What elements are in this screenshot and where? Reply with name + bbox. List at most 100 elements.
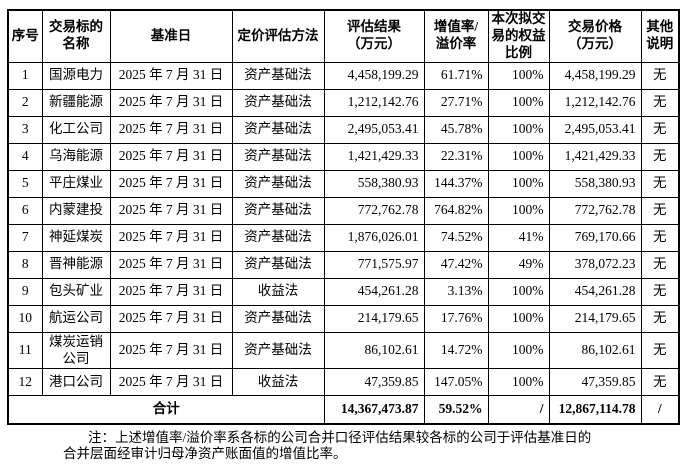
cell-appraisal-result: 1,421,429.33 — [323, 142, 425, 171]
cell-base-date: 2025 年 7 月 31 日 — [109, 304, 233, 333]
cell-base-date: 2025 年 7 月 31 日 — [109, 142, 233, 171]
cell-appraisal-result: 2,495,053.41 — [323, 115, 425, 144]
table-row: 10 航运公司 2025 年 7 月 31 日 资产基础法 214,179.65… — [7, 304, 680, 333]
header-other-note: 其他 说明 — [640, 9, 680, 63]
header-index: 序号 — [7, 9, 43, 63]
total-row: 合计 14,367,473.87 59.52% / 12,867,114.78 … — [7, 395, 680, 425]
cell-base-date: 2025 年 7 月 31 日 — [109, 368, 233, 397]
cell-equity-ratio: 41% — [487, 223, 550, 252]
cell-method: 资产基础法 — [231, 196, 325, 225]
cell-method: 资产基础法 — [231, 331, 325, 370]
cell-equity-ratio: 100% — [487, 196, 550, 225]
cell-other-note: 无 — [640, 88, 680, 117]
table-row: 2 新疆能源 2025 年 7 月 31 日 资产基础法 1,212,142.7… — [7, 88, 680, 117]
cell-premium-rate: 61.71% — [423, 61, 489, 90]
cell-base-date: 2025 年 7 月 31 日 — [109, 250, 233, 279]
cell-index: 6 — [7, 196, 43, 225]
cell-premium-rate: 22.31% — [423, 142, 489, 171]
total-premium-rate: 59.52% — [423, 395, 489, 425]
cell-other-note: 无 — [640, 61, 680, 90]
cell-method: 资产基础法 — [231, 88, 325, 117]
cell-premium-rate: 17.76% — [423, 304, 489, 333]
cell-other-note: 无 — [640, 115, 680, 144]
valuation-summary-table: 序号 交易标的 名称 基准日 定价评估方法 评估结果 （万元） 增值率/ 溢价率… — [7, 9, 680, 425]
cell-index: 10 — [7, 304, 43, 333]
cell-target-name: 航运公司 — [41, 304, 111, 333]
cell-method: 资产基础法 — [231, 61, 325, 90]
cell-index: 7 — [7, 223, 43, 252]
cell-trade-price: 1,421,429.33 — [548, 142, 642, 171]
header-equity-ratio: 本次拟交 易的权益 比例 — [487, 9, 550, 63]
cell-other-note: 无 — [640, 223, 680, 252]
header-row: 序号 交易标的 名称 基准日 定价评估方法 评估结果 （万元） 增值率/ 溢价率… — [7, 9, 680, 63]
cell-target-name: 国源电力 — [41, 61, 111, 90]
cell-target-name: 包头矿业 — [41, 277, 111, 306]
cell-index: 2 — [7, 88, 43, 117]
cell-appraisal-result: 771,575.97 — [323, 250, 425, 279]
cell-trade-price: 378,072.23 — [548, 250, 642, 279]
cell-base-date: 2025 年 7 月 31 日 — [109, 331, 233, 370]
cell-base-date: 2025 年 7 月 31 日 — [109, 169, 233, 198]
cell-base-date: 2025 年 7 月 31 日 — [109, 61, 233, 90]
cell-appraisal-result: 1,876,026.01 — [323, 223, 425, 252]
cell-appraisal-result: 772,762.78 — [323, 196, 425, 225]
cell-premium-rate: 764.82% — [423, 196, 489, 225]
cell-premium-rate: 47.42% — [423, 250, 489, 279]
cell-method: 资产基础法 — [231, 250, 325, 279]
cell-method: 资产基础法 — [231, 115, 325, 144]
cell-target-name: 乌海能源 — [41, 142, 111, 171]
table-row: 3 化工公司 2025 年 7 月 31 日 资产基础法 2,495,053.4… — [7, 115, 680, 144]
header-appraisal-result: 评估结果 （万元） — [323, 9, 425, 63]
cell-appraisal-result: 86,102.61 — [323, 331, 425, 370]
total-label: 合计 — [7, 395, 325, 425]
footnote: 注：上述增值率/溢价率系各标的公司合并口径评估结果较各标的公司于评估基准日的 合… — [63, 430, 643, 462]
cell-target-name: 内蒙建投 — [41, 196, 111, 225]
header-base-date: 基准日 — [109, 9, 233, 63]
cell-trade-price: 4,458,199.29 — [548, 61, 642, 90]
cell-method: 收益法 — [231, 277, 325, 306]
cell-trade-price: 454,261.28 — [548, 277, 642, 306]
cell-target-name: 平庄煤业 — [41, 169, 111, 198]
cell-target-name: 新疆能源 — [41, 88, 111, 117]
cell-premium-rate: 144.37% — [423, 169, 489, 198]
cell-base-date: 2025 年 7 月 31 日 — [109, 115, 233, 144]
cell-method: 收益法 — [231, 368, 325, 397]
cell-method: 资产基础法 — [231, 169, 325, 198]
header-premium-rate: 增值率/ 溢价率 — [423, 9, 489, 63]
table-row: 7 神延煤炭 2025 年 7 月 31 日 资产基础法 1,876,026.0… — [7, 223, 680, 252]
cell-other-note: 无 — [640, 368, 680, 397]
cell-other-note: 无 — [640, 196, 680, 225]
cell-premium-rate: 74.52% — [423, 223, 489, 252]
cell-premium-rate: 3.13% — [423, 277, 489, 306]
cell-equity-ratio: 100% — [487, 169, 550, 198]
cell-other-note: 无 — [640, 169, 680, 198]
cell-equity-ratio: 100% — [487, 331, 550, 370]
cell-base-date: 2025 年 7 月 31 日 — [109, 277, 233, 306]
table-row: 8 晋神能源 2025 年 7 月 31 日 资产基础法 771,575.97 … — [7, 250, 680, 279]
cell-target-name: 晋神能源 — [41, 250, 111, 279]
cell-target-name: 煤炭运销公司 — [41, 331, 111, 370]
table-row: 4 乌海能源 2025 年 7 月 31 日 资产基础法 1,421,429.3… — [7, 142, 680, 171]
cell-equity-ratio: 100% — [487, 88, 550, 117]
header-method: 定价评估方法 — [231, 9, 325, 63]
table-row: 9 包头矿业 2025 年 7 月 31 日 收益法 454,261.28 3.… — [7, 277, 680, 306]
cell-index: 9 — [7, 277, 43, 306]
cell-method: 资产基础法 — [231, 142, 325, 171]
cell-trade-price: 769,170.66 — [548, 223, 642, 252]
cell-index: 5 — [7, 169, 43, 198]
cell-trade-price: 558,380.93 — [548, 169, 642, 198]
cell-trade-price: 2,495,053.41 — [548, 115, 642, 144]
cell-index: 4 — [7, 142, 43, 171]
cell-index: 12 — [7, 368, 43, 397]
cell-trade-price: 86,102.61 — [548, 331, 642, 370]
cell-equity-ratio: 100% — [487, 277, 550, 306]
cell-appraisal-result: 454,261.28 — [323, 277, 425, 306]
cell-premium-rate: 45.78% — [423, 115, 489, 144]
cell-index: 3 — [7, 115, 43, 144]
footnote-line-1: 注：上述增值率/溢价率系各标的公司合并口径评估结果较各标的公司于评估基准日的 — [88, 430, 592, 445]
cell-other-note: 无 — [640, 142, 680, 171]
table-footer: 合计 14,367,473.87 59.52% / 12,867,114.78 … — [7, 395, 680, 425]
cell-equity-ratio: 100% — [487, 142, 550, 171]
cell-trade-price: 47,359.85 — [548, 368, 642, 397]
